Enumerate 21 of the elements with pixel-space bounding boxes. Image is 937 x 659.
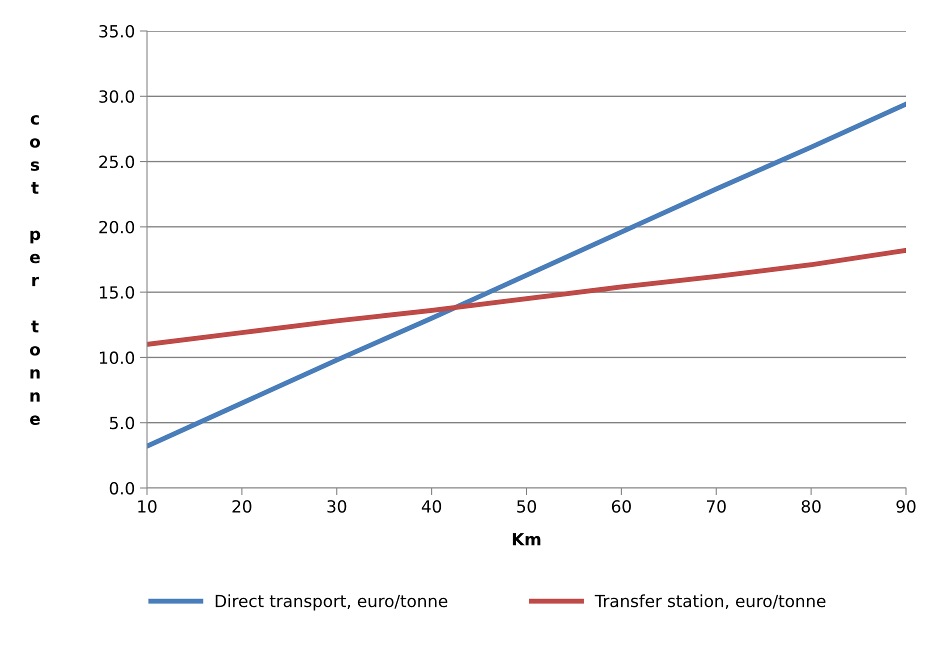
y-tick-label: 0.0 [110,482,134,495]
x-tick-label: 60 [612,500,631,513]
y-tick-label: 10.0 [100,351,134,364]
y-tick-label: 35.0 [99,24,134,38]
y-tick-label: 15.0 [100,286,134,299]
x-tick-label: 70 [707,500,726,513]
legend-label: Transfer station, euro/tonne [594,594,826,609]
x-tick-label: 50 [517,500,536,513]
x-axis-title: Km [512,533,540,546]
y-tick-label: 20.0 [99,220,134,234]
x-tick-label: 40 [422,500,442,513]
x-tick-label: 30 [327,500,346,513]
y-tick-label: 30.0 [99,90,134,103]
x-tick-label: 10 [138,500,156,513]
text: cost per tonne [30,115,40,425]
y-tick-label: 5.0 [110,416,134,430]
x-tick-label: 20 [232,500,252,513]
x-tick-label: 80 [802,500,821,513]
legend-label: Direct transport, euro/tonne [216,594,448,611]
x-tick-label: 90 [896,500,916,513]
y-tick-label: 25.0 [99,156,134,168]
